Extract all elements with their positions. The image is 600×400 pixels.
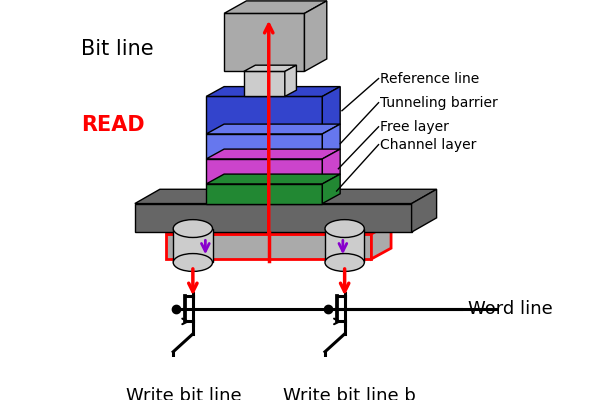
Polygon shape [285, 65, 296, 96]
Text: Tunneling barrier: Tunneling barrier [380, 96, 498, 110]
Ellipse shape [173, 254, 212, 272]
Text: READ: READ [81, 115, 145, 135]
Text: Channel layer: Channel layer [380, 138, 477, 152]
Text: Free layer: Free layer [380, 120, 449, 134]
Polygon shape [135, 204, 412, 232]
Polygon shape [412, 189, 437, 232]
Polygon shape [206, 134, 322, 159]
Polygon shape [322, 149, 340, 184]
Ellipse shape [325, 254, 364, 272]
Text: Write bit line b: Write bit line b [283, 388, 416, 400]
Text: Word line: Word line [468, 300, 553, 318]
Polygon shape [304, 1, 327, 72]
Polygon shape [224, 1, 327, 13]
Polygon shape [322, 174, 340, 204]
Text: WRITE: WRITE [236, 238, 301, 256]
Polygon shape [322, 124, 340, 159]
Polygon shape [166, 234, 371, 259]
Polygon shape [173, 228, 212, 262]
Text: Write bit line: Write bit line [126, 388, 242, 400]
Polygon shape [206, 174, 340, 184]
Polygon shape [325, 228, 364, 262]
Polygon shape [206, 159, 322, 184]
Polygon shape [206, 87, 340, 96]
Polygon shape [206, 184, 322, 204]
Polygon shape [206, 96, 322, 134]
Polygon shape [206, 124, 340, 134]
Polygon shape [244, 65, 296, 72]
Text: Bit line: Bit line [81, 39, 154, 59]
Ellipse shape [325, 220, 364, 238]
Polygon shape [166, 223, 391, 234]
Polygon shape [206, 149, 340, 159]
Polygon shape [135, 189, 437, 204]
Polygon shape [322, 87, 340, 134]
Ellipse shape [173, 220, 212, 238]
Polygon shape [244, 72, 285, 96]
Polygon shape [371, 223, 391, 259]
Text: Reference line: Reference line [380, 72, 479, 86]
Polygon shape [224, 13, 304, 72]
